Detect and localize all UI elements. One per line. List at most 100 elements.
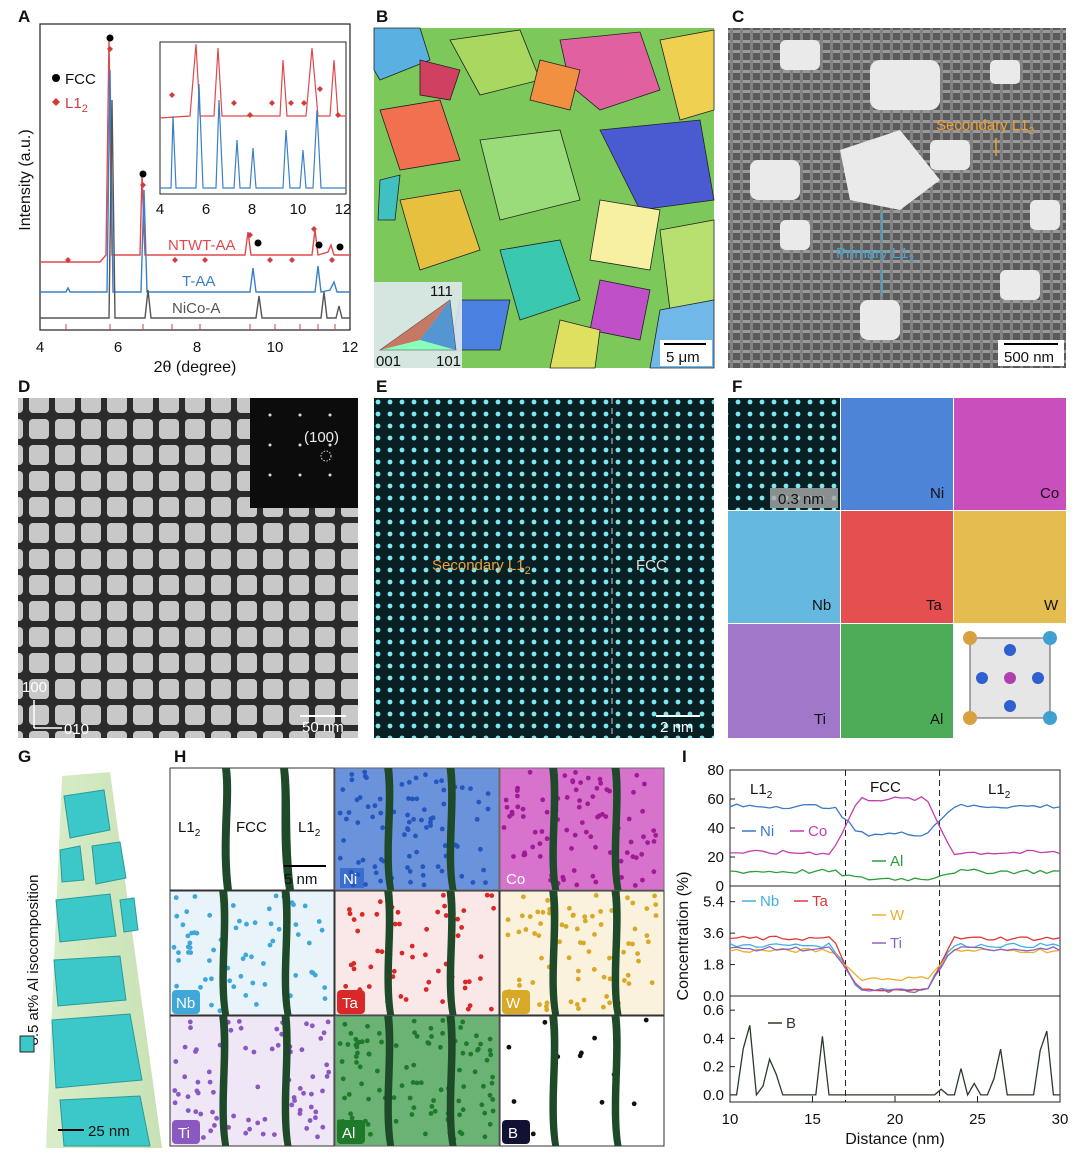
atom-dot — [319, 927, 325, 933]
atom-dot — [414, 1080, 420, 1086]
atom-dot — [530, 980, 536, 985]
atom-dot — [460, 1107, 466, 1113]
atom-dot — [421, 882, 427, 888]
h-ta-label: Ta — [342, 995, 359, 1012]
map-ta-label: Ta — [926, 597, 943, 614]
atom-dot — [634, 772, 640, 778]
atom-dot — [489, 893, 495, 898]
atom-dot — [426, 979, 432, 985]
atom-dot — [322, 985, 328, 990]
atom-dot — [254, 1002, 259, 1007]
atom-dot — [364, 1038, 370, 1044]
atom-dot — [598, 780, 604, 786]
atom-dot — [255, 1120, 261, 1126]
atom-dot — [566, 955, 572, 961]
atom-dot — [320, 1124, 326, 1130]
atom-dot — [569, 846, 574, 851]
atom-dot — [652, 893, 657, 899]
atom-dot — [251, 1049, 257, 1055]
atom-dot — [515, 804, 521, 810]
atom-dot — [320, 1088, 325, 1094]
atom-dot — [435, 909, 441, 915]
atom-dot — [406, 796, 411, 801]
atom-dot — [645, 840, 650, 845]
atom-dot — [326, 1069, 332, 1075]
atom-dot — [398, 994, 404, 999]
atom-dot — [433, 779, 439, 785]
atom-dot — [198, 984, 203, 990]
atom-dot — [176, 1091, 181, 1097]
atom-dot — [366, 1051, 372, 1057]
atom-dot — [173, 1059, 179, 1064]
atom-dot — [544, 809, 550, 815]
atom-dot — [515, 785, 520, 791]
h-co-label: Co — [506, 871, 525, 888]
atom-dot — [457, 1112, 462, 1118]
atom-dot — [393, 1118, 399, 1124]
atom-dot — [174, 983, 180, 989]
atom-dot — [302, 903, 308, 909]
atom-dot — [478, 1041, 483, 1047]
atom-dot — [378, 878, 383, 884]
atom-dot — [625, 895, 630, 901]
atom-dot — [624, 850, 630, 856]
atom-dot — [359, 1081, 364, 1087]
interface-band — [611, 891, 622, 1015]
i-xtick: 15 — [804, 1111, 821, 1128]
atom-dot — [182, 1044, 188, 1050]
atom-dot — [210, 1109, 215, 1115]
atom-dot — [485, 791, 491, 796]
atom-dot — [217, 1008, 223, 1014]
atom-dot — [407, 1095, 413, 1101]
interface-band — [446, 1016, 457, 1146]
atom-dot — [579, 820, 585, 825]
atom-dot — [276, 926, 282, 932]
atom-dot — [478, 954, 484, 959]
i-xticks: 10 15 20 25 30 — [722, 1096, 1068, 1128]
panel-d: D (100) 100 010 50 nm — [18, 377, 358, 738]
atom-dot — [476, 799, 482, 805]
atom-dot — [309, 969, 315, 975]
atom-dot — [466, 979, 472, 985]
curve-ntwt-aa — [40, 39, 350, 263]
panel-letter-e: E — [376, 377, 387, 396]
panel-h: H L12 FCC L12 5 nm Ni Co Nb Ta W Ti Al B — [169, 747, 665, 1147]
curve-t-aa — [40, 69, 350, 293]
atom-dot — [295, 932, 301, 937]
atom-dot — [184, 909, 190, 915]
atom-dot — [339, 1059, 345, 1064]
atom-dot — [442, 843, 448, 849]
atom-dot — [640, 808, 645, 814]
atom-dot — [572, 832, 578, 838]
atom-dot — [411, 1105, 417, 1111]
atom-dot — [460, 1050, 466, 1056]
atom-dot — [397, 921, 402, 927]
atom-dot — [468, 786, 473, 791]
element-tag — [337, 990, 365, 1014]
atom-dot — [455, 933, 461, 939]
atom-dot — [475, 1047, 480, 1053]
series-co — [730, 796, 1061, 856]
atom-dot — [185, 1108, 191, 1113]
atom-dot — [522, 850, 527, 856]
atom-dot — [567, 905, 572, 911]
label-t-aa: T-AA — [182, 273, 215, 290]
atom-dot — [577, 1053, 583, 1059]
atom-dot — [399, 782, 405, 787]
atom-dot — [347, 907, 352, 912]
atom-dot — [479, 1102, 485, 1108]
atom-dot — [423, 772, 428, 778]
atom-dot — [362, 773, 368, 779]
atom-dot — [593, 893, 599, 898]
i-ytick: 0 — [716, 878, 724, 895]
i-ylabel: Concentration (%) — [675, 872, 692, 1001]
atom-dot — [346, 810, 352, 815]
atom-dot — [581, 997, 587, 1003]
atom-dot — [649, 980, 655, 986]
atom-dot — [544, 836, 550, 842]
atom-dot — [592, 932, 597, 937]
a-xtick: 8 — [193, 339, 201, 356]
sem-precipitates — [750, 40, 1060, 340]
atom-dot — [651, 839, 657, 844]
atom-dot — [585, 801, 591, 807]
